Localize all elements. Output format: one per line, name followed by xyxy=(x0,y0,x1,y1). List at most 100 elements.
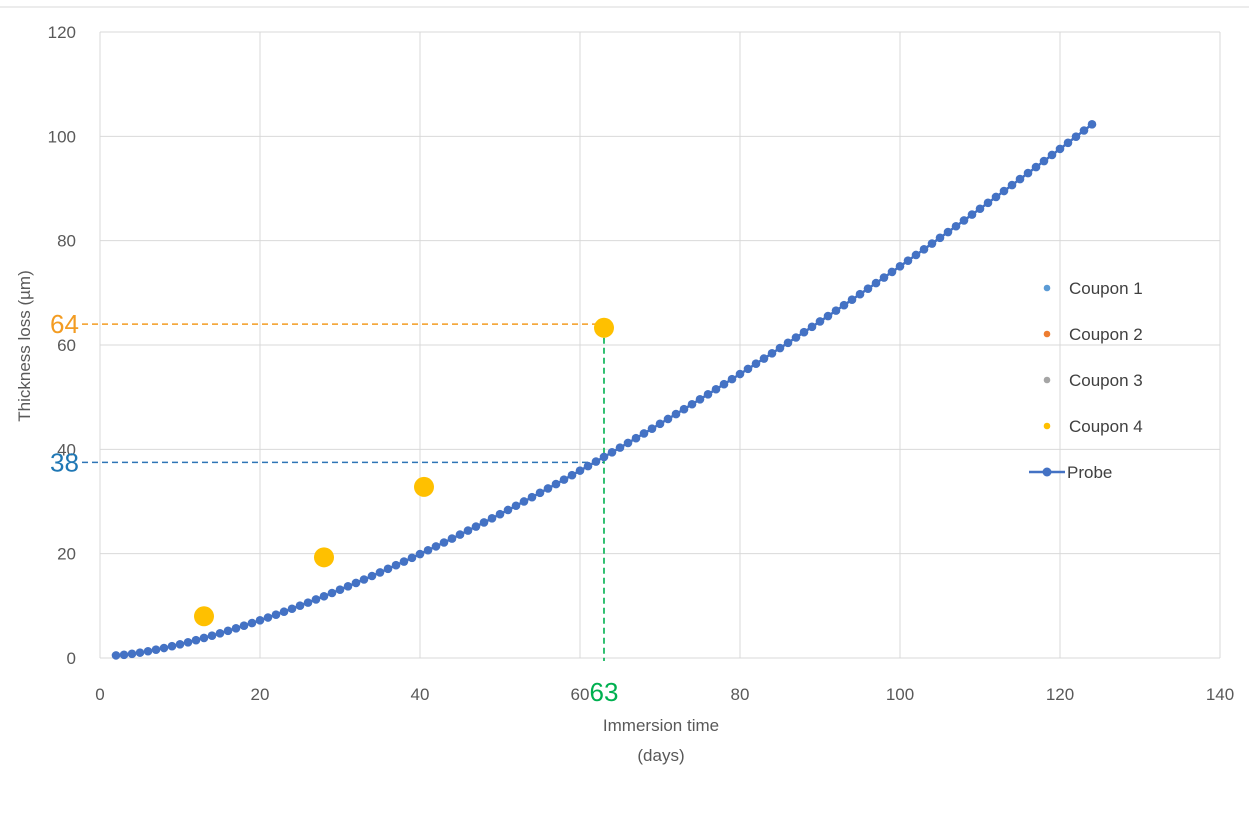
probe-point xyxy=(343,582,353,591)
reference-lines xyxy=(82,323,605,661)
probe-point xyxy=(783,338,793,348)
annotation-63: 63 xyxy=(590,677,619,707)
legend-marker-coupon-4 xyxy=(1043,422,1051,430)
legend-marker-coupon-2 xyxy=(1043,330,1051,338)
probe-point xyxy=(167,641,177,651)
probe-point xyxy=(559,475,569,484)
probe-point xyxy=(951,221,961,231)
probe-point xyxy=(119,650,129,660)
probe-point xyxy=(319,591,329,601)
probe-point xyxy=(1047,150,1057,160)
probe-point xyxy=(407,553,417,563)
probe-point xyxy=(1079,126,1089,135)
legend-label-coupon-2: Coupon 2 xyxy=(1069,325,1143,344)
probe-point xyxy=(679,404,689,414)
probe-point xyxy=(255,616,265,625)
probe-point xyxy=(839,300,849,310)
y-tick-label: 0 xyxy=(67,649,76,668)
probe-point xyxy=(967,210,977,219)
probe-point xyxy=(767,349,777,358)
probe-point xyxy=(351,578,361,588)
legend-label-probe: Probe xyxy=(1067,463,1112,482)
probe-point xyxy=(591,457,601,466)
probe-point xyxy=(607,447,617,457)
probe-point xyxy=(295,601,305,611)
probe-point xyxy=(1063,138,1073,148)
coupon-4-point xyxy=(194,606,214,627)
probe-point xyxy=(711,384,721,394)
legend-marker-coupon-3 xyxy=(1043,376,1051,384)
probe-point xyxy=(199,633,209,643)
probe-point xyxy=(575,466,585,475)
probe-point xyxy=(551,479,561,489)
probe-point xyxy=(687,399,697,409)
probe-point xyxy=(919,244,929,254)
probe-point xyxy=(127,649,137,659)
probe-point xyxy=(727,374,737,384)
coupon-4-point xyxy=(414,476,434,497)
x-tick-label: 80 xyxy=(731,685,750,704)
annotations: 64 38 63 xyxy=(50,309,618,707)
legend: Coupon 1 Coupon 2 Coupon 3 Coupon 4 Probe xyxy=(1029,279,1143,482)
probe-point xyxy=(871,278,881,288)
probe-point xyxy=(135,648,145,657)
probe-point xyxy=(903,256,913,265)
probe-point xyxy=(943,227,953,237)
probe-point xyxy=(655,419,665,429)
y-tick-label: 100 xyxy=(48,127,76,146)
probe-point xyxy=(719,379,729,389)
probe-point xyxy=(599,452,609,462)
probe-point xyxy=(887,267,897,277)
probe-point xyxy=(527,492,537,502)
probe-point xyxy=(615,443,625,452)
x-axis-title-line-1: Immersion time xyxy=(603,716,719,735)
probe-point xyxy=(207,631,217,640)
probe-point xyxy=(143,646,153,656)
probe-point xyxy=(807,322,817,332)
probe-point xyxy=(383,564,393,574)
probe-point xyxy=(439,538,449,547)
probe-point xyxy=(1031,162,1041,172)
probe-point xyxy=(287,604,297,614)
probe-point xyxy=(935,233,945,243)
gridlines xyxy=(99,31,1221,659)
probe-point xyxy=(503,505,513,515)
annotation-38: 38 xyxy=(50,447,79,477)
y-tick-label: 40 xyxy=(57,440,76,459)
probe-point xyxy=(215,629,225,638)
probe-point xyxy=(775,343,785,353)
probe-point xyxy=(1015,174,1025,184)
probe-point xyxy=(431,542,441,551)
probe-point xyxy=(519,497,529,506)
legend-label-coupon-3: Coupon 3 xyxy=(1069,371,1143,390)
probe-point xyxy=(487,514,497,523)
probe-point xyxy=(1007,180,1017,190)
probe-point xyxy=(631,433,641,443)
probe-point xyxy=(311,595,321,604)
probe-point xyxy=(791,333,801,342)
legend-label-coupon-4: Coupon 4 xyxy=(1069,417,1143,436)
probe-point xyxy=(423,545,433,555)
probe-point xyxy=(895,262,905,271)
probe-point xyxy=(671,409,681,419)
probe-point xyxy=(991,192,1001,202)
x-tick-labels: 0 20 40 60 80 100 120 140 xyxy=(95,685,1234,704)
probe-point xyxy=(543,484,553,493)
legend-marker-coupon-1 xyxy=(1043,284,1051,292)
probe-point xyxy=(183,637,193,647)
probe-point xyxy=(983,198,993,208)
probe-point xyxy=(271,610,281,619)
probe-point xyxy=(511,501,521,511)
probe-point xyxy=(823,311,833,321)
probe-point xyxy=(303,598,313,607)
probe-point xyxy=(367,571,377,581)
probe-point xyxy=(751,359,761,369)
probe-point xyxy=(479,518,489,527)
probe-point xyxy=(159,643,169,653)
probe-point xyxy=(399,557,409,566)
probe-point xyxy=(455,530,465,539)
probe-point xyxy=(471,522,481,531)
x-tick-label: 0 xyxy=(95,685,104,704)
probe-point xyxy=(815,317,825,326)
probe-point xyxy=(855,289,865,299)
